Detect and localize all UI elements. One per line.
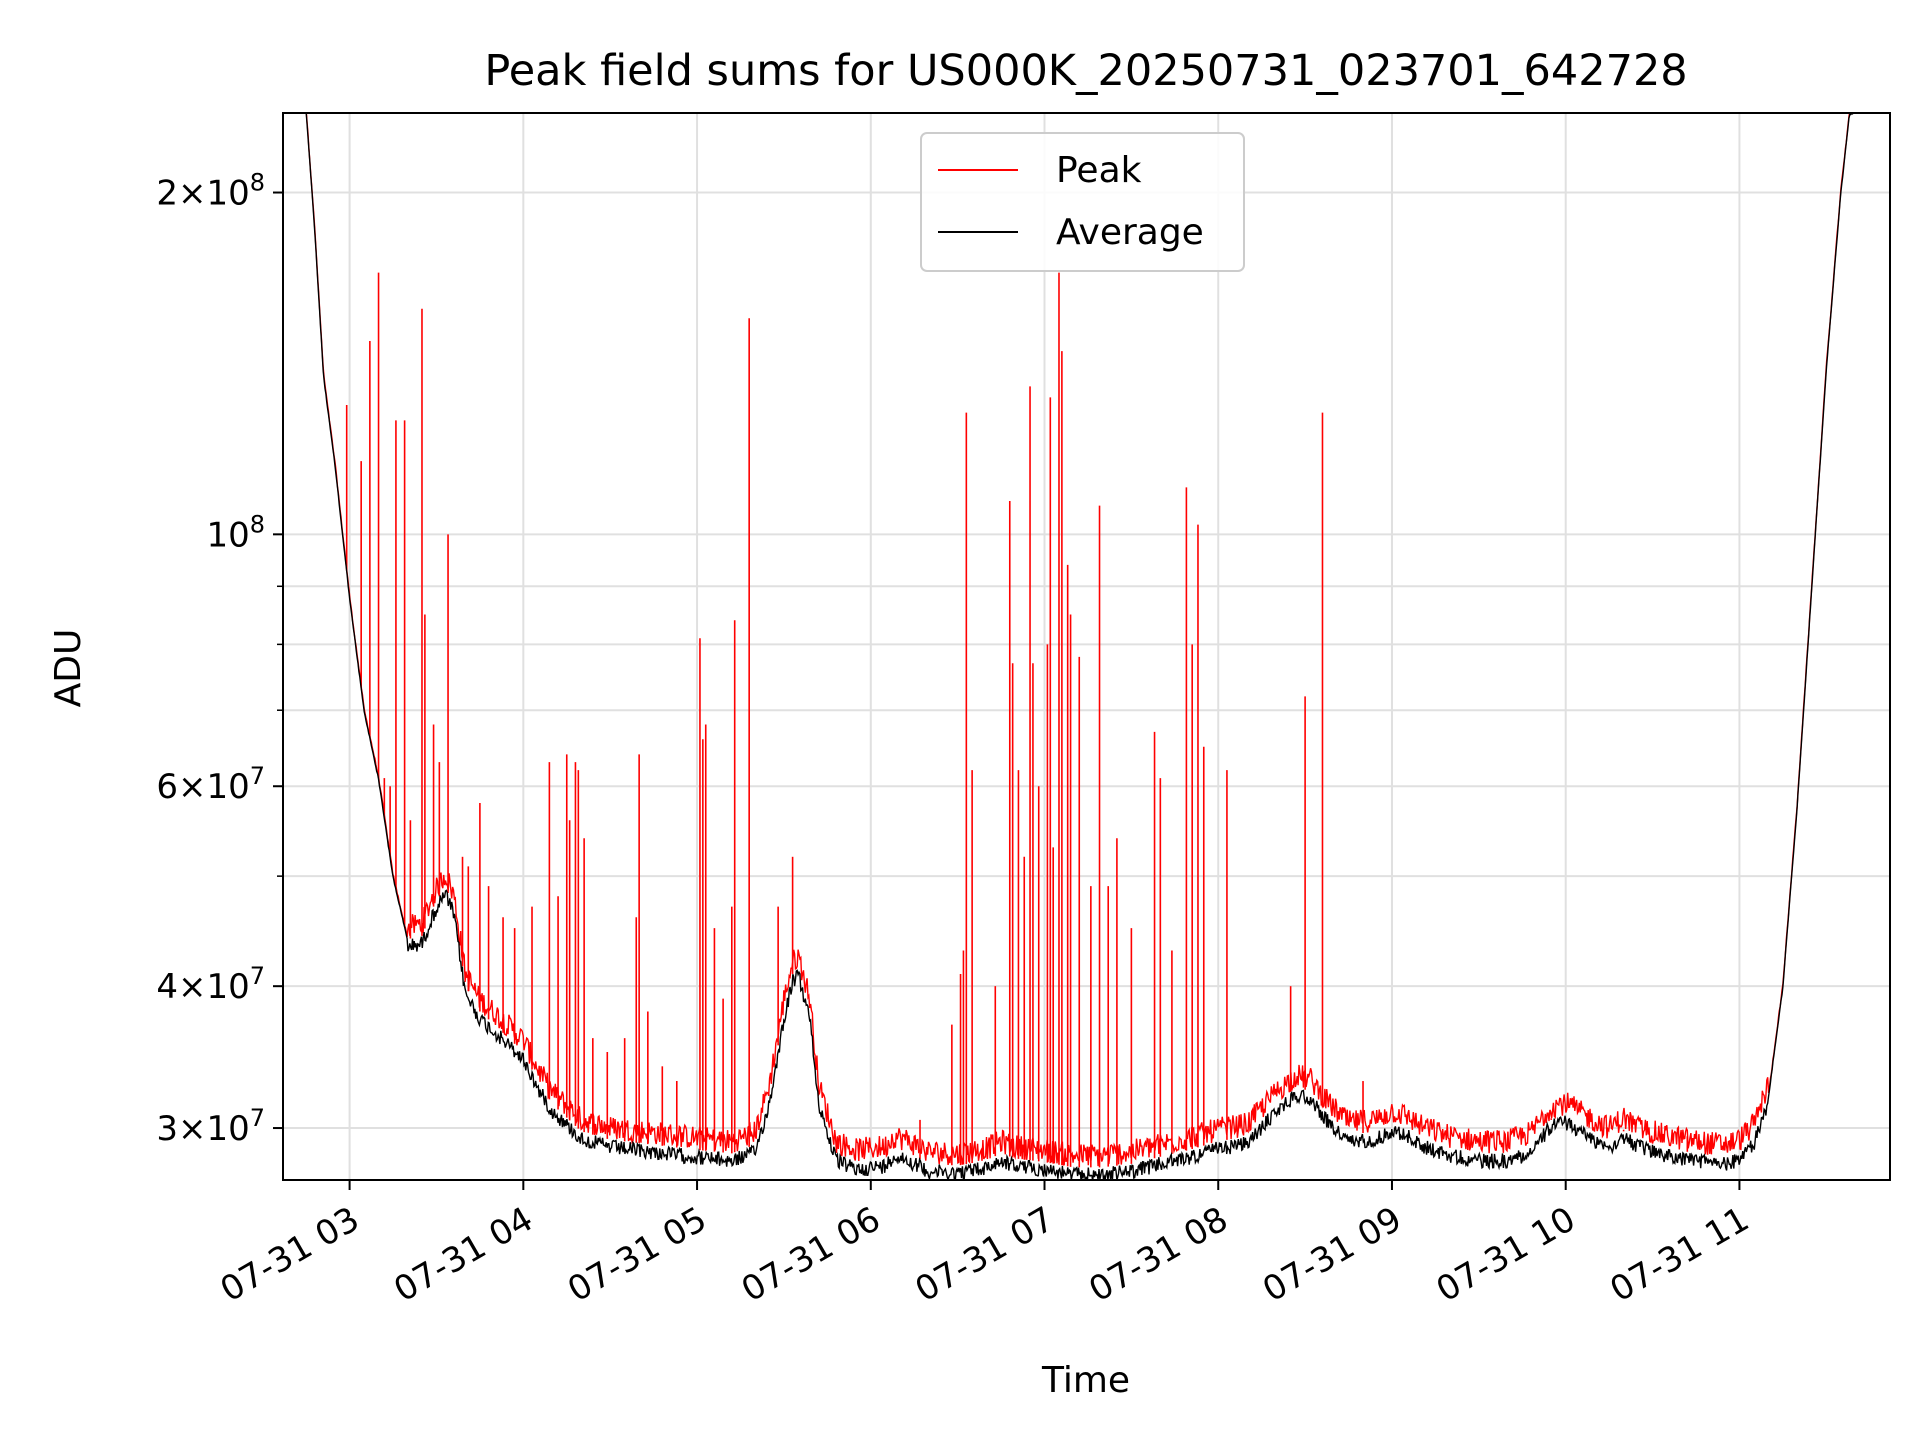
y-tick-label: 108 (206, 510, 265, 555)
peak-series-line (305, 113, 1851, 1167)
plot-area (305, 113, 1860, 1180)
y-tick-label: 6×107 (156, 762, 265, 807)
plot-frame (282, 112, 1891, 1181)
legend-box (920, 132, 1245, 272)
y-tick-label: 4×107 (156, 962, 265, 1007)
legend-peak-label: Peak (1056, 150, 1142, 191)
chart-title: Peak field sums for US000K_20250731_0237… (484, 46, 1687, 96)
average-series-line (305, 113, 1860, 1180)
legend-average-label: Average (1056, 212, 1204, 253)
x-axis-label: Time (1041, 1360, 1130, 1401)
legend: Peak Average (920, 132, 1245, 272)
y-axis-label: ADU (48, 629, 89, 708)
y-tick-label: 2×108 (156, 169, 265, 214)
y-tick-label: 3×107 (156, 1104, 265, 1149)
